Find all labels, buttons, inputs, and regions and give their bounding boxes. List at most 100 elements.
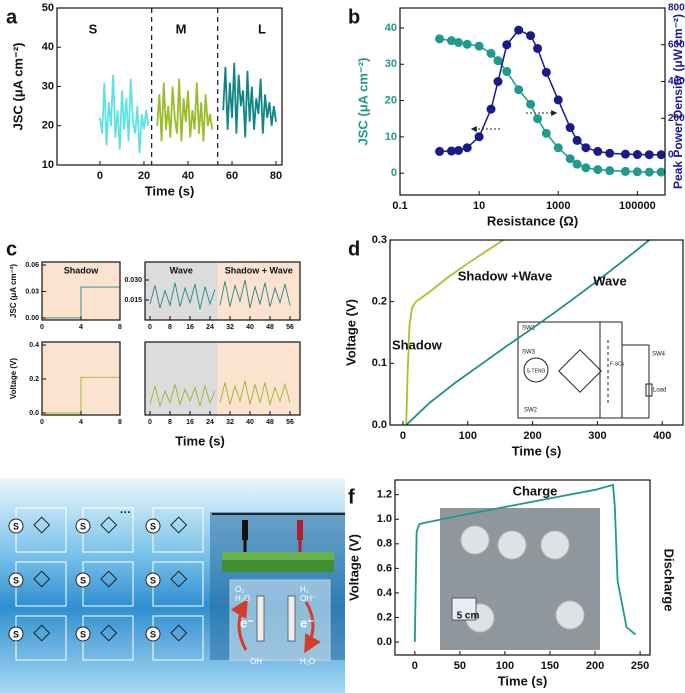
inset-label: S-TENG	[527, 368, 546, 374]
point	[462, 143, 472, 153]
y-axis-label: JSC (μA cm⁻²)	[355, 57, 370, 145]
panel-label: b	[348, 6, 360, 28]
species: H₂O	[235, 594, 250, 603]
point	[435, 34, 445, 44]
source	[8, 572, 24, 588]
x-axis-label: Time (s)	[175, 433, 225, 448]
y-tick-label: 20	[385, 94, 397, 106]
x-tick-label: 60	[226, 170, 238, 182]
point	[502, 67, 512, 77]
y-tick-label: 1.0	[377, 513, 392, 525]
y-tick-label: 10	[385, 131, 397, 143]
point	[581, 163, 591, 173]
series-line	[219, 380, 291, 407]
x-tick-label: 8	[118, 419, 122, 426]
point	[581, 143, 591, 153]
photo-details	[451, 525, 585, 633]
point	[541, 128, 551, 138]
x-tick-label: 32	[226, 419, 234, 426]
y-axis-label: Voltage (V)	[343, 299, 358, 366]
x-tick-label: 8	[168, 419, 172, 426]
y-tick-label: 0.3	[372, 234, 387, 246]
source-label: S	[150, 629, 156, 639]
annotation: M	[176, 21, 187, 36]
source	[8, 626, 24, 642]
source	[145, 518, 161, 534]
source	[145, 572, 161, 588]
species: OH⁻	[300, 594, 316, 603]
point	[656, 167, 666, 177]
bridge	[100, 624, 118, 642]
point	[644, 167, 654, 177]
point	[486, 104, 496, 114]
point	[446, 146, 456, 156]
source-label: S	[13, 629, 19, 639]
point	[493, 77, 503, 87]
arrows	[470, 110, 558, 132]
y-tick-label: 0.8	[377, 538, 392, 550]
panel-label: f	[348, 486, 355, 508]
point	[632, 150, 642, 160]
x-tick-label: 200	[523, 430, 541, 442]
x-tick-label: 56	[286, 324, 294, 331]
species: O₂	[235, 585, 244, 594]
plot-frame	[144, 341, 301, 416]
electron: e⁻	[300, 615, 314, 630]
point	[453, 37, 463, 47]
y-tick-label: 0.2	[372, 296, 387, 308]
source-label: S	[13, 521, 19, 531]
x-tick-label: 200	[586, 660, 604, 672]
point	[486, 48, 496, 58]
region	[217, 342, 300, 415]
bridge	[170, 516, 188, 534]
point	[620, 166, 630, 176]
bridge	[100, 570, 118, 588]
x-tick-label: 0	[40, 324, 44, 331]
x-tick-label: 0	[412, 660, 418, 672]
point	[526, 99, 536, 109]
point	[541, 67, 551, 77]
x-axis-label: Time (s)	[512, 443, 562, 458]
source	[145, 626, 161, 642]
y-tick-label: 0.4	[377, 587, 393, 599]
x-tick-label: 48	[266, 419, 274, 426]
x-tick-label: 16	[186, 324, 194, 331]
y-tick-label: 0.4	[29, 342, 39, 349]
x-tick-label: 0	[97, 170, 103, 182]
ellipsis: ···	[120, 507, 131, 519]
source	[75, 626, 91, 642]
y-tick-label: 0.030	[124, 277, 142, 284]
circuit-inset	[517, 321, 653, 419]
source	[75, 518, 91, 534]
panel-label: c	[6, 238, 17, 260]
point	[446, 36, 456, 46]
y-tick-label: 0.1	[372, 357, 387, 369]
point	[474, 41, 484, 51]
x-tick-label: 0.1	[392, 200, 407, 212]
inset-label: F-SCs	[610, 361, 625, 367]
inset-label: SW1	[522, 326, 536, 332]
series-line	[439, 29, 662, 156]
annotation: Charge	[513, 483, 558, 498]
x-tick-label: 10	[473, 200, 485, 212]
electron: e⁻	[240, 615, 254, 630]
y-tick-label: 0.0	[377, 636, 392, 648]
y-tick-label: 20	[42, 120, 54, 132]
x-tick-label: 50	[454, 660, 466, 672]
inset-label: SW3	[522, 350, 536, 356]
x-tick-label: 1000	[546, 200, 570, 212]
annotation: 5 cm	[457, 611, 480, 622]
inset-label: SW2	[524, 408, 538, 414]
y-tick-label: 0.00	[25, 315, 39, 322]
source-label: S	[80, 629, 86, 639]
point	[572, 135, 582, 145]
bridge	[33, 516, 51, 534]
series-line	[222, 62, 277, 138]
y-tick-label: 0.0	[372, 419, 387, 431]
x-tick-label: 0	[40, 419, 44, 426]
x-tick-label: 0	[400, 430, 406, 442]
region	[145, 342, 218, 415]
x-tick-label: 100	[459, 430, 477, 442]
y-tick-label: 0.015	[124, 297, 142, 304]
point	[565, 154, 575, 164]
